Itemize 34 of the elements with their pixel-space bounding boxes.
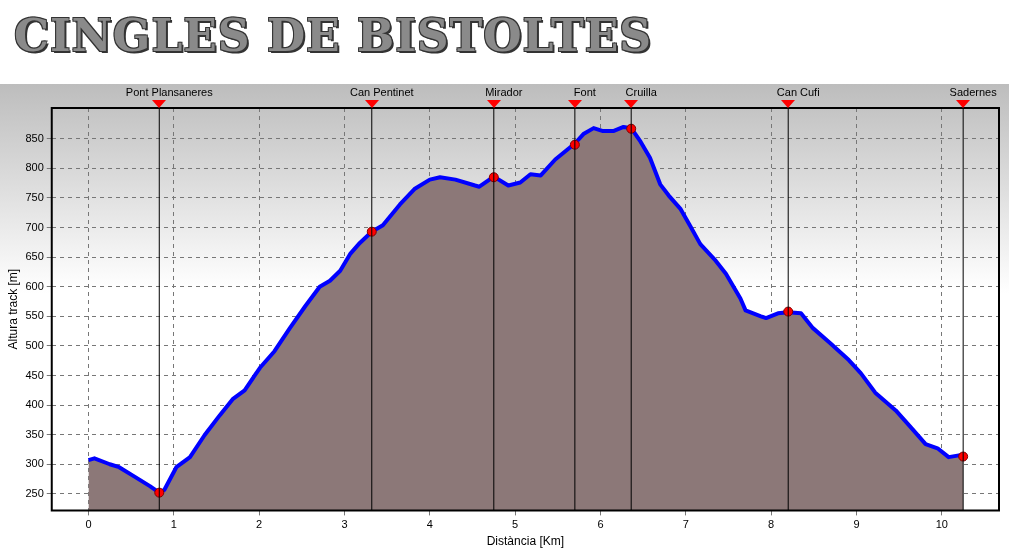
x-tick-label: 0 (85, 518, 92, 531)
y-axis-title: Altura track [m] (5, 268, 20, 350)
ref-line-label: Can Pentinet (349, 85, 414, 98)
x-axis-title: Distància [Km] (486, 534, 565, 549)
y-tick-label: 850 (25, 131, 44, 144)
x-tick-label: 5 (512, 518, 519, 531)
ref-line-label: Font (573, 85, 596, 98)
x-tick-label: 7 (682, 518, 689, 531)
y-tick-label: 700 (25, 220, 44, 233)
x-tick-label: 6 (597, 518, 604, 531)
y-tick-label: 450 (25, 368, 44, 381)
ref-line-label: Can Cufi (776, 85, 820, 98)
y-tick-label: 800 (25, 161, 44, 174)
ref-line-label: Pont Plansaneres (125, 85, 214, 98)
y-tick-label: 550 (25, 309, 44, 322)
ref-line-label: Sadernes (949, 85, 998, 98)
x-tick-label: 10 (935, 518, 948, 531)
x-tick-label: 8 (768, 518, 775, 531)
x-tick-label: 3 (341, 518, 348, 531)
y-tick-label: 250 (25, 486, 44, 499)
x-tick-label: 4 (426, 518, 433, 531)
y-tick-label: 650 (25, 250, 44, 263)
ref-line-label: Mirador (485, 85, 523, 98)
x-tick-label: 1 (170, 518, 177, 531)
ref-line-label: Cruilla (625, 85, 658, 98)
y-tick-label: 750 (25, 190, 44, 203)
x-tick-label: 2 (256, 518, 263, 531)
y-tick-label: 300 (25, 457, 44, 470)
y-tick-label: 600 (25, 279, 44, 292)
y-tick-label: 400 (25, 398, 44, 411)
x-tick-label: 9 (853, 518, 860, 531)
y-tick-label: 350 (25, 427, 44, 440)
chart-title: CINGLES DE BISTOLTES (14, 10, 652, 61)
y-tick-label: 500 (25, 338, 44, 351)
